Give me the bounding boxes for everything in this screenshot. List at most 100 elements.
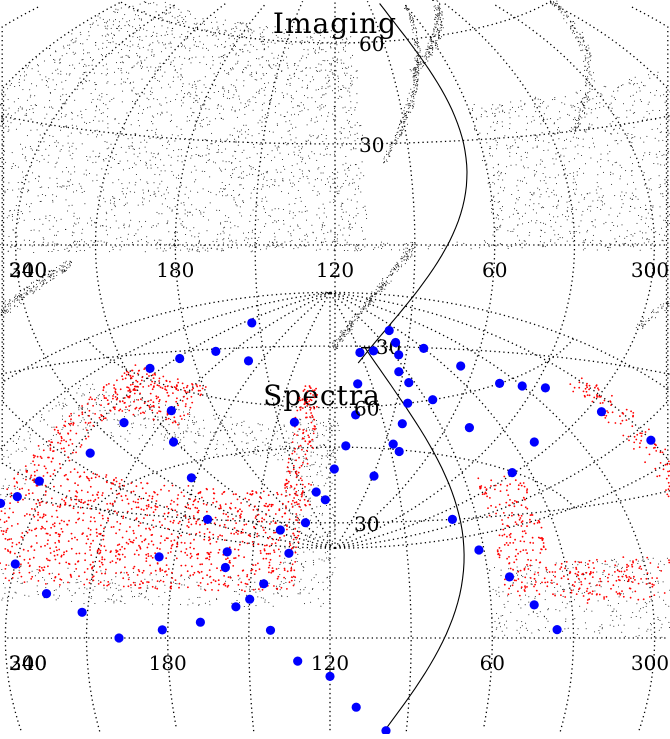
- footprint-point: [138, 241, 139, 242]
- footprint-point: [209, 604, 210, 605]
- footprint-point: [544, 180, 545, 181]
- footprint-point: [412, 100, 413, 101]
- footprint-point: [58, 142, 59, 143]
- footprint-point: [350, 57, 351, 58]
- grid-meridian: [335, 3, 575, 548]
- footprint-point: [586, 231, 587, 232]
- footprint-point: [420, 55, 421, 56]
- footprint-point: [500, 208, 501, 209]
- footprint-point: [436, 21, 437, 22]
- footprint-point: [161, 135, 162, 136]
- footprint-point: [304, 95, 305, 96]
- footprint-point: [247, 101, 248, 102]
- footprint-point: [200, 41, 201, 42]
- footprint-point: [437, 7, 438, 8]
- footprint-point: [263, 73, 264, 74]
- footprint-point: [532, 195, 533, 196]
- footprint-point: [389, 156, 390, 157]
- footprint-point: [374, 292, 375, 293]
- footprint-point: [343, 334, 344, 335]
- footprint-point: [238, 96, 239, 97]
- footprint-point: [302, 40, 303, 41]
- footprint-point: [281, 596, 282, 597]
- footprint-point: [560, 155, 561, 156]
- footprint-point: [342, 186, 343, 187]
- footprint-point: [127, 45, 128, 46]
- footprint-point: [269, 241, 270, 242]
- footprint-point: [579, 119, 580, 120]
- footprint-point: [102, 43, 103, 44]
- footprint-point: [406, 117, 407, 118]
- footprint-point: [323, 107, 324, 108]
- footprint-point: [645, 85, 646, 86]
- footprint-point: [134, 163, 135, 164]
- footprint-point: [334, 346, 335, 347]
- footprint-point: [415, 94, 416, 95]
- footprint-point: [544, 232, 545, 233]
- footprint-point: [320, 423, 321, 424]
- footprint-point: [410, 69, 411, 70]
- footprint-point: [548, 106, 549, 107]
- footprint-point: [540, 230, 541, 231]
- footprint-point: [380, 286, 381, 287]
- footprint-point: [612, 121, 613, 122]
- footprint-point: [356, 246, 357, 247]
- footprint-point: [121, 601, 122, 602]
- footprint-point: [72, 595, 73, 596]
- footprint-point: [56, 589, 57, 590]
- footprint-point: [205, 207, 206, 208]
- footprint-point: [197, 120, 198, 121]
- footprint-point: [171, 171, 172, 172]
- footprint-point: [576, 92, 577, 93]
- footprint-point: [135, 93, 136, 94]
- footprint-point: [296, 29, 297, 30]
- lon-tick-label: 60: [482, 258, 507, 282]
- footprint-point: [128, 73, 129, 74]
- footprint-point: [335, 49, 336, 50]
- footprint-point: [622, 199, 623, 200]
- footprint-point: [333, 77, 334, 78]
- footprint-point: [417, 53, 418, 54]
- footprint-point: [432, 34, 433, 35]
- footprint-point: [184, 46, 185, 47]
- footprint-point: [154, 174, 155, 175]
- footprint-point: [93, 99, 94, 100]
- footprint-point: [399, 266, 400, 267]
- footprint-point: [102, 394, 103, 395]
- footprint-point: [87, 223, 88, 224]
- footprint-point: [69, 147, 70, 148]
- footprint-point: [11, 241, 12, 242]
- footprint-point: [76, 190, 77, 191]
- footprint-point: [26, 293, 27, 294]
- footprint-point: [76, 38, 77, 39]
- footprint-point: [543, 223, 544, 224]
- footprint-point: [410, 19, 411, 20]
- footprint-point: [493, 167, 494, 168]
- footprint-point: [497, 144, 498, 145]
- footprint-point: [264, 226, 265, 227]
- footprint-point: [565, 96, 566, 97]
- footprint-point: [332, 58, 333, 59]
- footprint-point: [108, 173, 109, 174]
- footprint-point: [12, 598, 13, 599]
- footprint-point: [150, 404, 151, 405]
- footprint-point: [141, 20, 142, 21]
- footprint-point: [647, 111, 648, 112]
- footprint-point: [51, 578, 52, 579]
- footprint-point: [235, 158, 236, 159]
- footprint-point: [146, 182, 147, 183]
- footprint-point: [224, 47, 225, 48]
- footprint-point: [68, 143, 69, 144]
- footprint-point: [269, 143, 270, 144]
- footprint-point: [135, 101, 136, 102]
- footprint-point: [369, 300, 370, 301]
- footprint-point: [109, 19, 110, 20]
- footprint-point: [69, 267, 70, 268]
- footprint-point: [80, 78, 81, 79]
- footprint-point: [395, 139, 396, 140]
- footprint-point: [175, 99, 176, 100]
- footprint-point: [275, 88, 276, 89]
- footprint-point: [608, 247, 609, 248]
- footprint-point: [114, 215, 115, 216]
